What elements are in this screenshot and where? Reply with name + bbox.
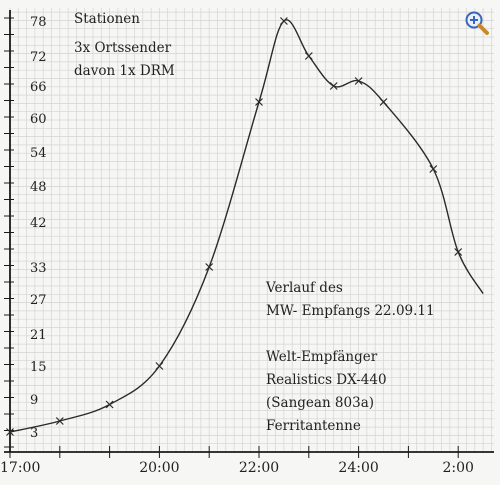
data-point-marker-stroke xyxy=(255,98,263,106)
y-tick-label: 78 xyxy=(30,15,47,30)
data-point-marker xyxy=(279,17,288,25)
data-point-marker-stroke xyxy=(304,52,313,60)
y-tick-label: 27 xyxy=(30,293,47,308)
annotation-top-left-line: Stationen xyxy=(74,11,140,27)
y-tick-label: 54 xyxy=(30,146,47,161)
data-point-marker-stroke xyxy=(429,165,438,173)
x-tick-label: 22:00 xyxy=(239,460,279,476)
annotation-description-line: MW- Empfangs 22.09.11 xyxy=(266,303,435,319)
x-tick-label: 2:00 xyxy=(442,460,473,476)
annotations: Stationen 3x Ortssender davon 1x DRM Verlau… xyxy=(74,11,435,434)
y-tick-label: 15 xyxy=(30,360,47,375)
series-group xyxy=(6,17,484,436)
annotation-description-line: Verlauf des xyxy=(265,280,343,296)
data-point-marker xyxy=(255,98,263,106)
data-point-marker xyxy=(205,263,214,271)
data-point-marker xyxy=(329,82,338,90)
data-point-marker-stroke xyxy=(105,400,114,409)
data-point-marker xyxy=(354,77,363,85)
data-point-marker xyxy=(379,98,388,106)
series-line xyxy=(9,19,484,433)
data-point-marker-stroke xyxy=(55,417,64,425)
grid xyxy=(9,8,494,453)
data-point-marker-stroke xyxy=(155,362,164,370)
data-point-marker xyxy=(304,52,313,60)
annotation-description-line: Welt-Empfänger xyxy=(266,349,378,365)
data-point-marker xyxy=(105,400,114,409)
data-point-marker xyxy=(429,165,438,173)
data-point-marker-stroke xyxy=(279,17,288,25)
data-point-marker-stroke xyxy=(354,77,363,85)
data-point-marker-stroke xyxy=(205,263,214,271)
annotation-description-line: Ferritantenne xyxy=(266,418,361,434)
y-tick-label: 72 xyxy=(30,50,47,65)
magnifier-plus-icon[interactable] xyxy=(464,10,490,36)
y-tick-label: 66 xyxy=(30,80,47,95)
y-tick-label: 33 xyxy=(30,261,47,276)
x-tick-label: 17:00 xyxy=(0,460,40,476)
x-tick-label: 24:00 xyxy=(338,460,378,476)
axes xyxy=(4,10,494,458)
data-point-marker-stroke xyxy=(329,82,338,90)
y-tick-label: 60 xyxy=(30,112,47,127)
data-point-marker xyxy=(155,362,164,370)
annotation-description-line: (Sangean 803a) xyxy=(266,395,374,411)
y-tick-label: 42 xyxy=(30,216,47,231)
annotation-top-left-line: 3x Ortssender xyxy=(74,40,172,56)
y-tick-label: 48 xyxy=(30,180,47,195)
y-tick-label: 21 xyxy=(30,328,47,343)
data-point-marker-stroke xyxy=(379,98,388,106)
y-tick-label: 3 xyxy=(30,426,38,441)
data-point-marker xyxy=(454,248,463,256)
data-point-marker-stroke xyxy=(454,248,463,256)
x-tick-label: 20:00 xyxy=(139,460,179,476)
annotation-top-left-line: davon 1x DRM xyxy=(74,63,175,79)
y-tick-label: 9 xyxy=(30,393,38,408)
y-tick-labels: 3 9 15 21 27 33 42 48 54 60 66 72 78 xyxy=(30,15,47,441)
annotation-description-line: Realistics DX-440 xyxy=(266,372,387,388)
data-point-marker xyxy=(6,428,14,436)
data-point-marker xyxy=(55,417,64,425)
data-point-marker-stroke xyxy=(6,428,14,436)
x-tick-labels: 17:00 20:00 22:00 24:00 2:00 xyxy=(0,460,474,476)
